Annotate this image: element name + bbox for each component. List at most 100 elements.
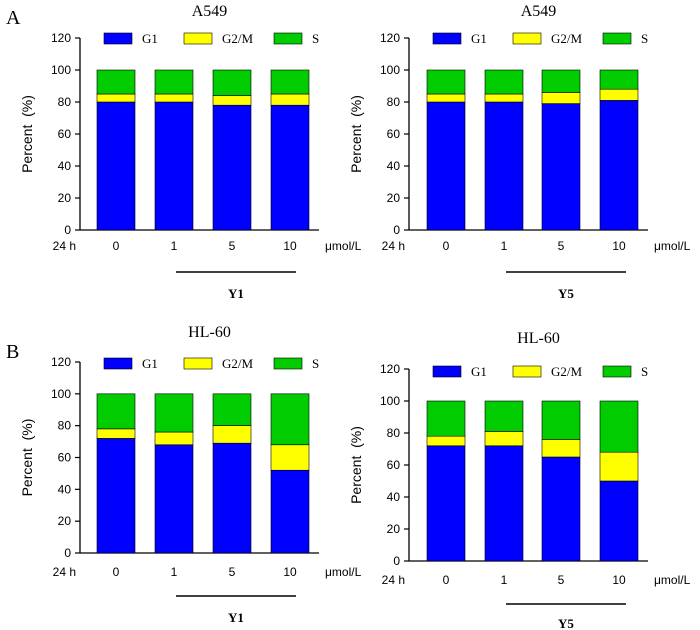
compound-label: Y5 xyxy=(558,286,574,301)
bar-g1-1 xyxy=(154,101,194,231)
bar-g1-10 xyxy=(599,480,639,562)
legend-swatch-s xyxy=(273,357,303,370)
category-label: 5 xyxy=(558,239,565,253)
bar-g1-0 xyxy=(96,438,136,554)
y-axis-label: Percent (%) xyxy=(348,95,364,173)
bar-s-10 xyxy=(270,69,310,95)
bar-g1-10 xyxy=(270,469,310,554)
bar-g2-m-1 xyxy=(484,93,524,103)
bar-g1-0 xyxy=(96,101,136,231)
y-tick-label: 0 xyxy=(64,223,71,237)
legend-label-s: S xyxy=(312,31,319,46)
legend-swatch-g2-m xyxy=(183,357,213,370)
y-tick-label: 100 xyxy=(51,63,71,77)
y-axis-label: Percent (%) xyxy=(348,426,364,504)
bar-s-1 xyxy=(154,69,194,95)
legend-label-g1: G1 xyxy=(471,364,487,379)
bar-s-5 xyxy=(212,393,252,426)
time-label: 24 h xyxy=(382,573,405,587)
y-tick-label: 100 xyxy=(380,394,400,408)
category-label: 1 xyxy=(171,239,178,253)
y-axis-label: Percent (%) xyxy=(19,95,35,173)
category-label: 10 xyxy=(612,573,626,587)
bar-g2-m-0 xyxy=(426,93,466,103)
y-tick-label: 80 xyxy=(58,419,72,433)
bar-s-5 xyxy=(212,69,252,96)
bar-g1-0 xyxy=(426,445,466,562)
bar-s-10 xyxy=(599,400,639,453)
unit-label: μmol/L xyxy=(654,239,691,253)
chart-title: HL-60 xyxy=(517,330,560,347)
bar-g1-10 xyxy=(270,104,310,231)
chart-2: A549 0 20 40 60 80 100 120 Percent (%) 0 1 5 10 24 h μ… xyxy=(348,3,691,301)
category-label: 0 xyxy=(113,565,120,579)
bar-g1-5 xyxy=(212,442,252,554)
y-axis-label: Percent (%) xyxy=(19,419,35,497)
category-label: 5 xyxy=(558,573,565,587)
legend-swatch-g1 xyxy=(103,32,133,45)
bar-s-0 xyxy=(426,400,466,437)
panel-label-b: B xyxy=(6,341,19,363)
y-tick-label: 120 xyxy=(51,31,71,45)
legend-swatch-g2-m xyxy=(512,32,542,45)
legend-label-g1: G1 xyxy=(471,31,487,46)
bar-s-0 xyxy=(96,69,136,95)
bar-g1-5 xyxy=(541,103,581,231)
y-tick-label: 60 xyxy=(387,458,401,472)
bar-s-10 xyxy=(270,393,310,446)
y-tick-label: 20 xyxy=(58,191,72,205)
unit-label: μmol/L xyxy=(654,573,691,587)
bar-s-1 xyxy=(484,69,524,95)
time-label: 24 h xyxy=(53,565,76,579)
bar-g1-1 xyxy=(484,101,524,231)
bar-g1-5 xyxy=(541,456,581,562)
bar-g2-m-5 xyxy=(541,439,581,458)
bar-g2-m-5 xyxy=(212,425,252,444)
bar-g1-1 xyxy=(154,444,194,554)
bar-g1-10 xyxy=(599,100,639,231)
category-label: 1 xyxy=(501,239,508,253)
legend-label-g1: G1 xyxy=(142,356,158,371)
bar-s-0 xyxy=(96,393,136,430)
category-label: 5 xyxy=(229,239,236,253)
bar-g2-m-10 xyxy=(599,451,639,482)
bar-s-1 xyxy=(154,393,194,433)
legend-label-g2-m: G2/M xyxy=(551,31,583,46)
bar-s-1 xyxy=(484,400,524,432)
bar-g2-m-0 xyxy=(96,93,136,103)
category-label: 0 xyxy=(443,573,450,587)
legend-swatch-g1 xyxy=(432,365,462,378)
legend-swatch-s xyxy=(602,32,632,45)
category-label: 10 xyxy=(612,239,626,253)
bar-s-5 xyxy=(541,400,581,440)
legend-label-s: S xyxy=(641,364,648,379)
compound-label: Y1 xyxy=(228,286,244,301)
y-tick-label: 120 xyxy=(380,362,400,376)
y-tick-label: 40 xyxy=(387,490,401,504)
bar-g2-m-0 xyxy=(96,428,136,439)
unit-label: μmol/L xyxy=(325,565,362,579)
y-tick-label: 120 xyxy=(380,31,400,45)
legend-label-g1: G1 xyxy=(142,31,158,46)
bar-g2-m-1 xyxy=(154,431,194,446)
chart-4: HL-60 0 20 40 60 80 100 120 Percent (%) 0 1 5 10 24 h… xyxy=(348,330,691,630)
chart-title: A549 xyxy=(192,3,228,20)
bar-g2-m-1 xyxy=(154,93,194,103)
bar-g1-0 xyxy=(426,101,466,231)
compound-label: Y5 xyxy=(558,616,574,630)
legend-label-g2-m: G2/M xyxy=(222,356,254,371)
bar-g2-m-10 xyxy=(270,93,310,106)
category-label: 0 xyxy=(443,239,450,253)
y-tick-label: 40 xyxy=(58,159,72,173)
y-tick-label: 40 xyxy=(58,482,72,496)
y-tick-label: 0 xyxy=(64,546,71,560)
bar-g2-m-5 xyxy=(212,95,252,106)
chart-title: A549 xyxy=(521,3,557,20)
y-tick-label: 60 xyxy=(58,127,72,141)
y-tick-label: 40 xyxy=(387,159,401,173)
bar-s-0 xyxy=(426,69,466,95)
y-tick-label: 20 xyxy=(387,191,401,205)
y-tick-label: 80 xyxy=(387,426,401,440)
